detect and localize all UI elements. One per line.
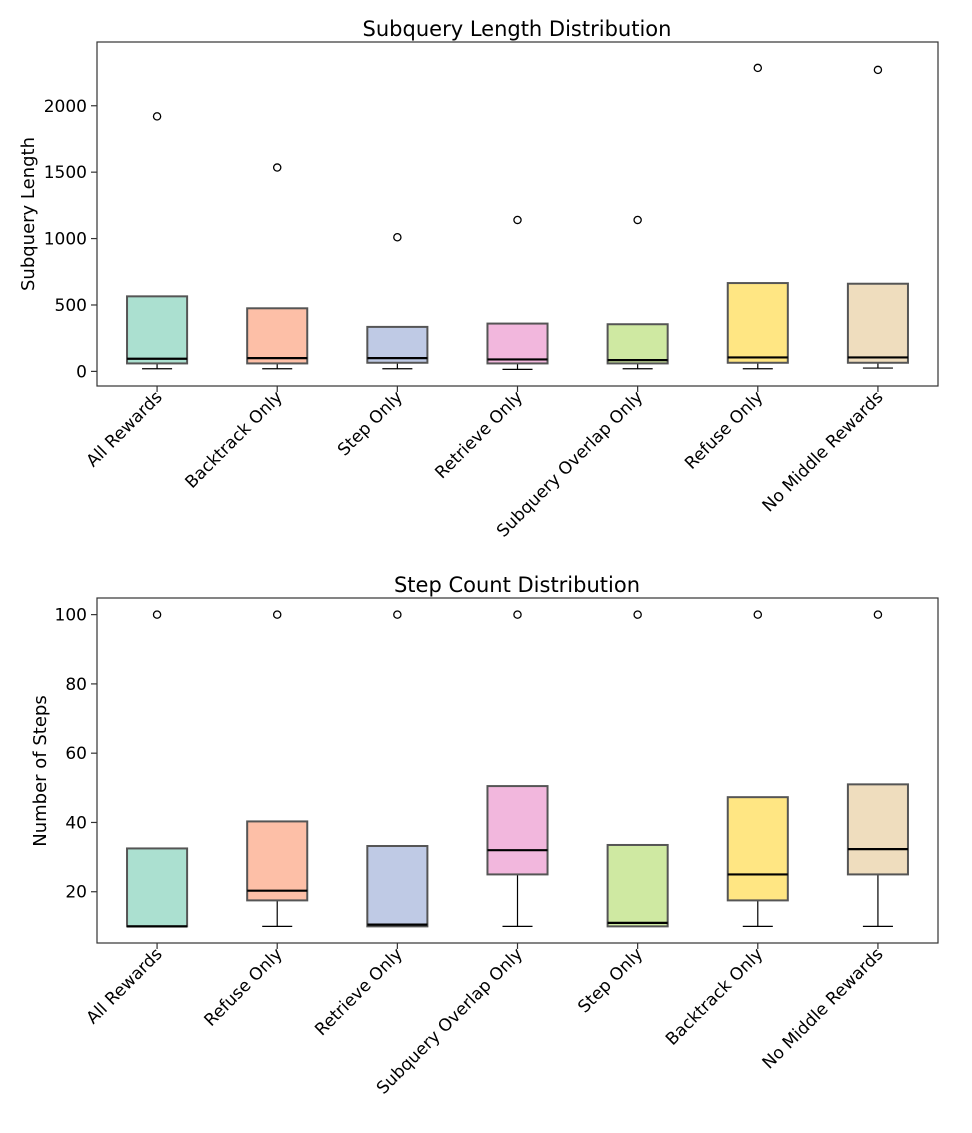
box-iqr [486,785,549,876]
outlier-point [393,610,402,619]
x-category-label: No Middle Rewards [759,944,888,1073]
box-iqr [726,282,789,364]
x-category-label: Step Only [334,387,407,460]
y-tick-label: 1000 [44,230,87,250]
y-tick-label: 1500 [44,163,87,183]
box-group [606,610,669,928]
outlier-point [633,215,642,225]
box-iqr [846,783,909,876]
y-tick-label: 60 [65,744,87,764]
y-tick-label: 500 [55,296,87,316]
box-group [726,610,789,927]
outlier-point [753,610,763,619]
outlier-point [393,232,402,242]
box-iqr [246,820,309,902]
box-group [606,215,669,370]
outlier-point [272,163,282,172]
box-iqr [366,845,429,928]
box-group [486,610,549,927]
box-group [366,232,429,370]
box-iqr [606,323,669,365]
x-category-label: Step Only [574,944,647,1017]
box-group [486,215,549,370]
x-category-label: Backtrack Only [181,387,286,492]
chart-title: Step Count Distribution [394,573,640,597]
x-category-label: No Middle Rewards [759,387,888,516]
box-iqr [366,325,429,364]
box-group [846,65,909,369]
box-group [366,610,429,928]
chart-title: Subquery Length Distribution [363,17,672,41]
outlier-point [272,610,282,619]
box-iqr [126,847,189,928]
y-tick-label: 40 [65,813,87,833]
box-iqr [246,307,309,365]
box-group [726,63,789,370]
y-tick-label: 0 [76,362,87,382]
y-tick-label: 2000 [44,97,87,117]
y-tick-label: 80 [65,675,87,695]
box-group [246,163,309,370]
box-iqr [486,322,549,365]
box-group [246,610,309,927]
outlier-point [152,112,162,121]
outlier-point [152,610,162,619]
outlier-point [753,63,763,73]
outlier-point [873,610,883,619]
x-category-label: Refuse Only [201,944,287,1030]
box-iqr [726,796,789,902]
x-category-label: Backtrack Only [662,944,767,1049]
box-group [126,610,189,928]
outlier-point [633,610,642,619]
outlier-point [513,215,522,225]
x-category-label: All Rewards [83,387,167,471]
box-group [846,610,909,927]
box-iqr [846,282,909,364]
box-iqr [606,843,669,928]
outlier-point [513,610,522,619]
subquery-length-chart: Subquery Length Distribution Subquery Le… [18,17,939,542]
y-tick-label: 100 [55,606,87,626]
x-category-label: Retrieve Only [431,387,527,483]
y-tick-label: 20 [65,883,87,903]
box-iqr [126,295,189,365]
box-group [126,112,189,370]
x-category-label: All Rewards [83,944,167,1028]
step-count-chart: Step Count Distribution Number of Steps … [30,573,939,1099]
x-category-label: Retrieve Only [311,944,407,1040]
x-category-label: Refuse Only [681,387,767,473]
y-axis-title: Number of Steps [30,695,51,846]
outlier-point [873,65,883,75]
y-axis-title: Subquery Length [18,137,39,291]
